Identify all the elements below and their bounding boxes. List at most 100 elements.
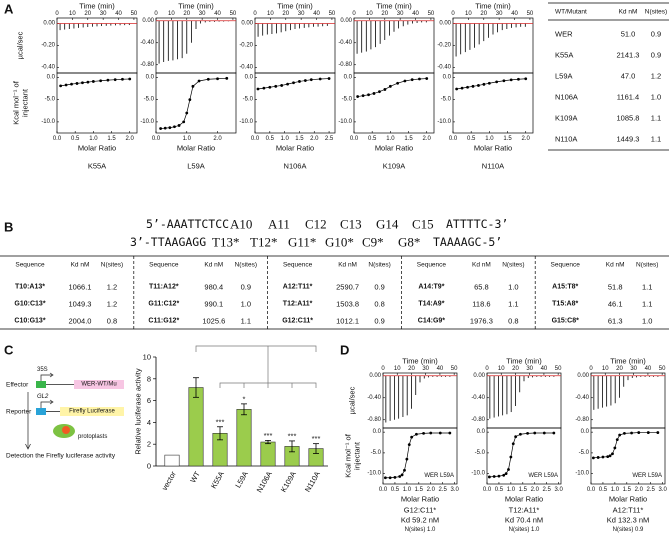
diagram-text: Firefly Luciferase <box>69 409 115 415</box>
binding-point <box>448 431 452 435</box>
binding-point <box>533 431 537 435</box>
binding-point <box>70 82 73 86</box>
sequence-name: T11:A12* <box>149 284 179 291</box>
x-tick-label: vector <box>160 469 178 492</box>
sequence-name: A14:T9* <box>418 284 444 291</box>
axis-title: Molar Ratio <box>375 144 413 153</box>
table-cell: 1.1 <box>651 135 661 144</box>
diagram-text: 35S <box>37 367 48 373</box>
binding-point <box>396 81 400 85</box>
binding-point <box>438 431 442 435</box>
time-tick-label: 30 <box>422 366 429 372</box>
binding-point <box>425 77 429 80</box>
binding-point <box>206 77 210 81</box>
sequence-name: C11:G12* <box>148 318 179 325</box>
time-tick-label: 0 <box>352 11 356 17</box>
ratio-tick-label: 0.0 <box>379 487 388 493</box>
binding-point <box>615 438 619 442</box>
sequence-name: A12:T11* <box>283 284 313 291</box>
bar <box>236 409 252 467</box>
time-tick-label: 30 <box>199 11 206 17</box>
panel-label: A <box>4 2 14 17</box>
caption: Kd 70.4 nM <box>505 516 543 525</box>
table-cell: 1.1 <box>651 114 661 123</box>
ratio-tick-label: 2.0 <box>423 136 432 142</box>
table-header: N(sites) <box>502 262 524 269</box>
binding-point <box>113 78 117 82</box>
axis-title: Molar Ratio <box>474 144 512 153</box>
caption: N(sites) 1.0 <box>509 527 540 533</box>
heat-tick-label: -10.0 <box>367 471 381 477</box>
binding-point <box>216 77 219 81</box>
heat-tick-label: -5.0 <box>475 450 486 456</box>
ratio-tick-label: 1.5 <box>295 136 304 142</box>
binding-point <box>398 475 402 478</box>
diagram-text: GL2 <box>37 394 49 400</box>
binding-point <box>318 77 322 81</box>
binding-point <box>388 476 392 480</box>
binding-point <box>378 90 381 94</box>
diagram-text: WER-WT/Mu <box>81 382 116 388</box>
caption: A12:T11* <box>613 506 644 515</box>
binding-frame <box>486 427 562 485</box>
binding-point <box>591 456 595 460</box>
ratio-tick-label: 0.0 <box>53 136 62 142</box>
binding-point <box>596 456 600 459</box>
table-cell: 1976.3 <box>470 317 493 326</box>
inset-label: WER L59A <box>528 473 558 479</box>
power-tick-label: -0.80 <box>140 62 154 68</box>
time-tick-label: 20 <box>381 11 388 17</box>
power-tick-label: 0.00 <box>369 373 381 379</box>
table-header: Sequence <box>15 262 45 269</box>
table-cell: 51.8 <box>608 283 623 292</box>
binding-frame <box>382 427 458 485</box>
base: C9* <box>362 235 384 250</box>
table-header: Sequence <box>551 262 581 269</box>
base: G11* <box>288 235 316 250</box>
promoter-box <box>36 381 46 388</box>
heat-tick-label: -10.0 <box>239 119 253 125</box>
table-cell: 46.1 <box>608 300 623 309</box>
y-tick-label: 8 <box>147 374 151 383</box>
sequence-name: C10:G13* <box>14 318 45 325</box>
time-tick-label: 30 <box>100 11 107 17</box>
binding-point <box>502 473 506 477</box>
table-cell: 1085.8 <box>617 114 640 123</box>
heat-tick-label: -10.0 <box>437 119 451 125</box>
table-cell: 0.9 <box>651 30 661 39</box>
axis-title: Molar Ratio <box>609 495 647 504</box>
ratio-tick-label: 0.0 <box>449 136 458 142</box>
table-cell: 2141.3 <box>617 51 640 60</box>
table-header: Sequence <box>149 262 179 269</box>
binding-point <box>182 120 186 124</box>
binding-frame <box>56 72 138 134</box>
heat-tick-label: -5.0 <box>342 97 353 103</box>
sequence-name: G15:C8* <box>552 318 580 325</box>
binding-point <box>388 84 392 88</box>
binding-point <box>471 84 475 88</box>
binding-point <box>405 457 409 461</box>
binding-point <box>303 79 307 82</box>
binding-point <box>410 435 414 439</box>
power-tick-label: -0.80 <box>367 417 381 423</box>
schematic: Effector 35S WER-WT/Mu Reporter GL2 Fire… <box>6 367 124 460</box>
y-tick-label: 2 <box>147 440 151 449</box>
power-tick-label: -0.40 <box>41 65 55 71</box>
heat-tick-label: -5.0 <box>243 97 254 103</box>
x-tick-label: K109A <box>279 470 298 494</box>
table-header: N(sites) <box>235 262 257 269</box>
axis-title: Time (min) <box>178 2 214 11</box>
power-tick-label: -0.40 <box>338 40 352 46</box>
fit-curve <box>385 432 450 479</box>
significance: *** <box>312 434 321 443</box>
ratio-tick-label: 1.0 <box>386 136 395 142</box>
binding-point <box>159 127 163 130</box>
time-tick-label: 0 <box>485 366 489 372</box>
table-cell: 0.8 <box>374 300 384 309</box>
binding-point <box>482 82 486 86</box>
time-tick-label: 30 <box>630 366 637 372</box>
time-tick-label: 10 <box>394 366 401 372</box>
heat-tick-label: -5.0 <box>371 450 382 456</box>
sequence-name: C14:G9* <box>418 318 446 325</box>
